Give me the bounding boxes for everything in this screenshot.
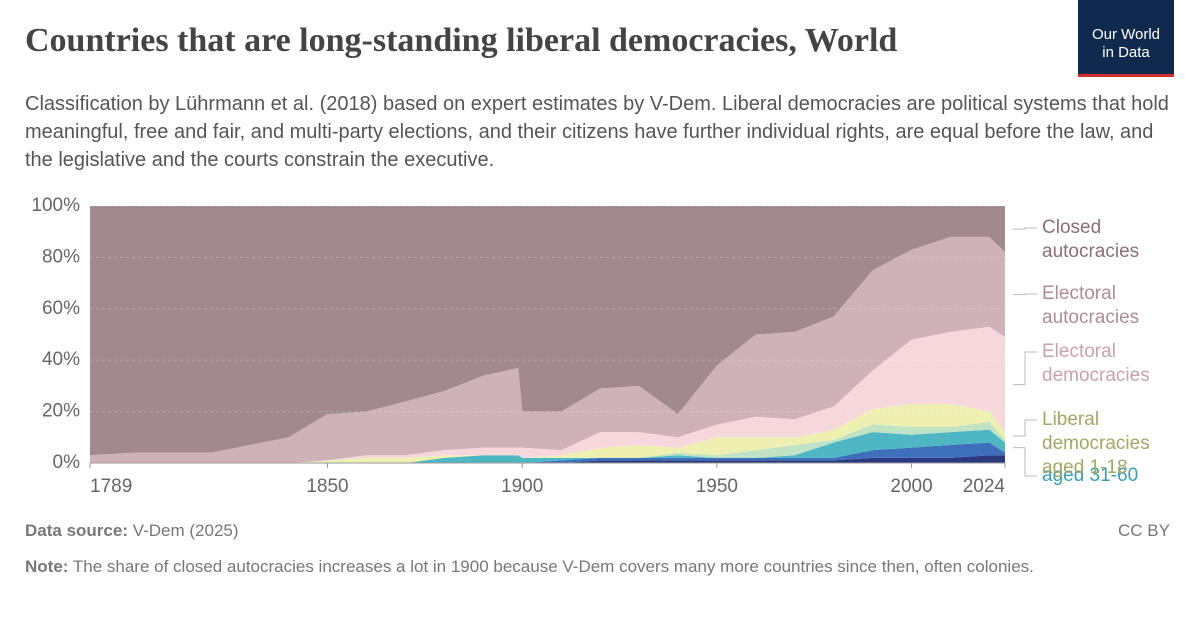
x-tick-label: 2024 [963,476,1006,497]
note: Note: The share of closed autocracies in… [25,554,1155,579]
subtitle: Classification by Lührmann et al. (2018)… [25,93,1169,171]
area [90,403,1005,463]
y-tick-label: 40% [42,349,80,370]
legend-connector [1013,419,1037,437]
x-tick-label: 1950 [696,476,738,497]
chart-title: Countries that are long-standing liberal… [25,22,898,59]
source-text: V-Dem (2025) [132,521,239,540]
y-tick-label: 20% [42,401,80,422]
y-tick-label: 60% [42,298,80,319]
chart: 0% 20% 40% 60% 80% 100% 1789 1850 1900 1950 2000 20… [31,195,1037,497]
legend-label: aged 31-60 [1042,465,1139,486]
note-label: Note: [25,557,69,576]
legend-connector [1013,227,1037,230]
legend-connector [1013,447,1037,477]
source-label: Data source: [25,521,128,540]
legend-label: Electoral democracies [1042,341,1150,386]
license[interactable]: CC BY [1118,521,1170,540]
y-tick-label: 0% [53,452,81,473]
logo-text: Our World in Data [1091,26,1161,61]
x-tick-label: 2000 [890,476,932,497]
legend-connector [1013,293,1037,296]
area [90,206,1005,456]
legend-connector [1013,351,1037,386]
x-tick-label: 1789 [90,476,132,497]
y-tick-label: 100% [31,195,80,216]
legend-label: Liberal democracies aged 1-18 [1042,409,1150,478]
legend-label: Electoral autocracies [1042,283,1140,328]
legend-label: Closed autocracies [1042,217,1140,262]
area [90,455,1005,463]
y-tick-label: 80% [42,246,80,267]
area [90,326,1005,463]
x-tick-label: 1850 [306,476,348,497]
source: Data source: V-Dem (2025) [25,521,239,541]
area [90,421,1005,463]
x-tick-label: 1900 [501,476,543,497]
note-text: The share of closed autocracies increase… [72,557,1034,576]
logo[interactable]: Our World in Data [1078,0,1174,77]
area [90,236,1005,463]
